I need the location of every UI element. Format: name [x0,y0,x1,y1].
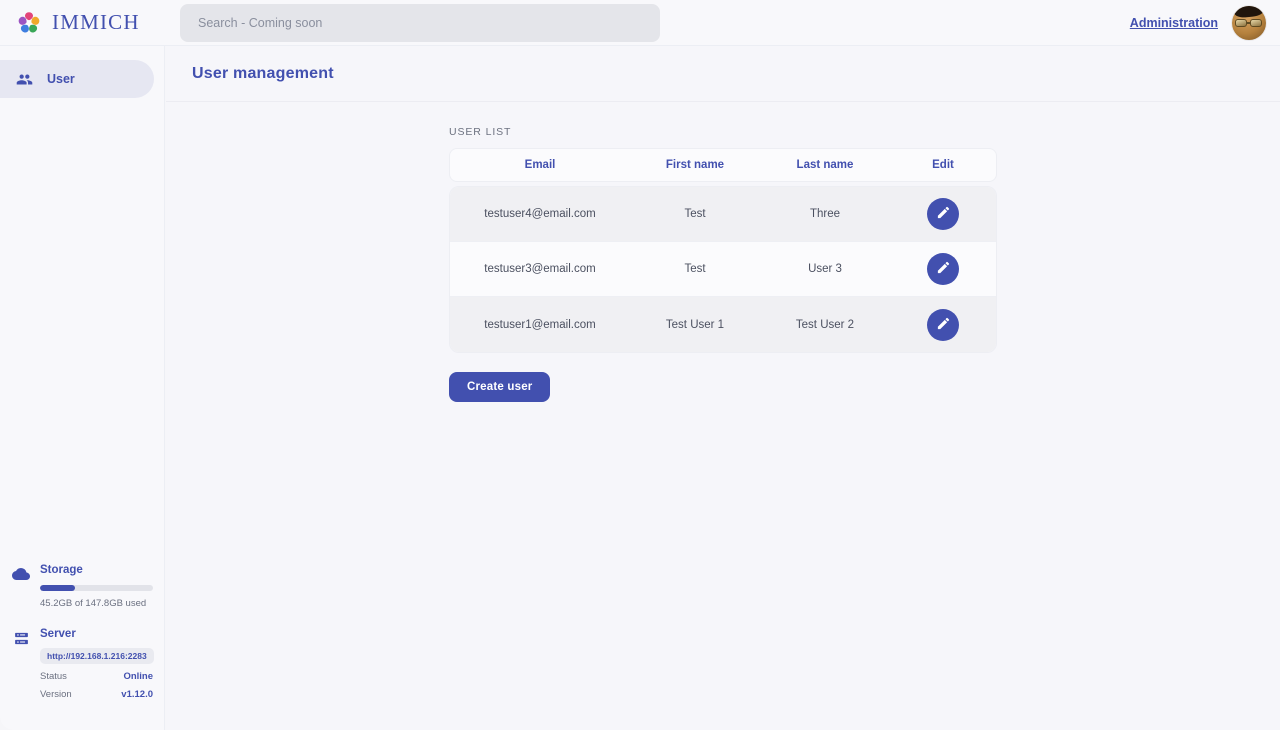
cell-last-name: Test User 2 [795,318,855,331]
server-icon [12,629,30,647]
edit-user-button[interactable] [927,198,959,230]
user-list-section: USER LIST Email First name Last name Edi… [449,126,997,402]
users-group-icon [16,71,33,88]
storage-progress-bar [40,585,153,591]
search-input[interactable] [180,3,660,42]
server-status-label: Status [40,671,67,682]
table-row[interactable]: testuser4@email.com Test Three [450,187,996,242]
brand-name: IMMICH [52,10,140,34]
cell-email: testuser4@email.com [484,208,596,220]
create-user-button[interactable]: Create user [449,372,551,402]
cell-last-name: Three [809,208,841,220]
table-row[interactable]: testuser3@email.com Test User 3 [450,242,996,297]
server-status-value: Online [123,671,153,682]
column-header-last-name: Last name [796,159,854,171]
server-title: Server [40,628,76,640]
storage-panel: Storage 45.2GB of 147.8GB used [12,563,155,609]
column-header-email: Email [524,159,556,171]
user-avatar[interactable] [1232,5,1266,40]
cell-edit [890,308,996,341]
cell-first-name: Test [684,208,706,220]
server-version-value: v1.12.0 [121,689,153,700]
brand-home-link[interactable]: IMMICH [0,10,164,36]
navbar-right-group: Administration [1129,5,1280,40]
administration-link[interactable]: Administration [1129,15,1218,30]
cell-edit [890,253,996,285]
main-content: User management USER LIST Email First na… [166,46,1280,730]
avatar-sunglasses-bridge [1247,21,1251,24]
pencil-icon [936,316,951,334]
server-status-row: Status Online [40,671,153,682]
edit-user-button[interactable] [927,308,959,341]
avatar-sunglasses-left [1235,18,1247,27]
storage-usage-caption: 45.2GB of 147.8GB used [40,598,147,609]
immich-logo-icon [16,10,42,36]
page-header: User management [166,46,1280,102]
server-url-chip[interactable]: http://192.168.1.216:2283 [40,648,154,664]
sidebar-nav: User [0,46,164,98]
sidebar: User Storage 45.2GB of 147.8GB used [0,46,165,730]
cell-first-name: Test User 1 [665,318,725,331]
server-version-label: Version [40,689,72,700]
cell-email: testuser1@email.com [484,318,596,331]
cell-email: testuser3@email.com [484,263,596,275]
edit-user-button[interactable] [927,253,959,285]
content-area: USER LIST Email First name Last name Edi… [166,102,1280,402]
sidebar-item-user[interactable]: User [0,60,154,98]
column-header-edit: Edit [932,159,954,171]
sidebar-status-section: Storage 45.2GB of 147.8GB used [0,563,164,718]
column-header-first-name: First name [665,159,725,171]
cell-first-name: Test [684,263,706,275]
user-list-label: USER LIST [449,126,512,138]
pencil-icon [936,260,951,278]
top-navbar: IMMICH Administration [0,0,1280,46]
storage-progress-fill [40,585,75,591]
storage-title: Storage [40,564,83,576]
table-row[interactable]: testuser1@email.com Test User 1 Test Use… [450,297,996,352]
pencil-icon [936,205,951,223]
server-panel: Server http://192.168.1.216:2283 Status … [12,627,155,700]
cell-edit [890,198,996,230]
page-title: User management [192,64,334,82]
search-container [164,3,660,42]
cell-last-name: User 3 [808,263,842,275]
sidebar-item-user-label: User [47,72,75,86]
user-table-header: Email First name Last name Edit [449,148,997,182]
user-table-body: testuser4@email.com Test Three [449,186,997,353]
cloud-icon [12,565,30,583]
avatar-hair [1233,5,1265,19]
server-version-row: Version v1.12.0 [40,689,153,700]
avatar-sunglasses-right [1250,18,1262,27]
